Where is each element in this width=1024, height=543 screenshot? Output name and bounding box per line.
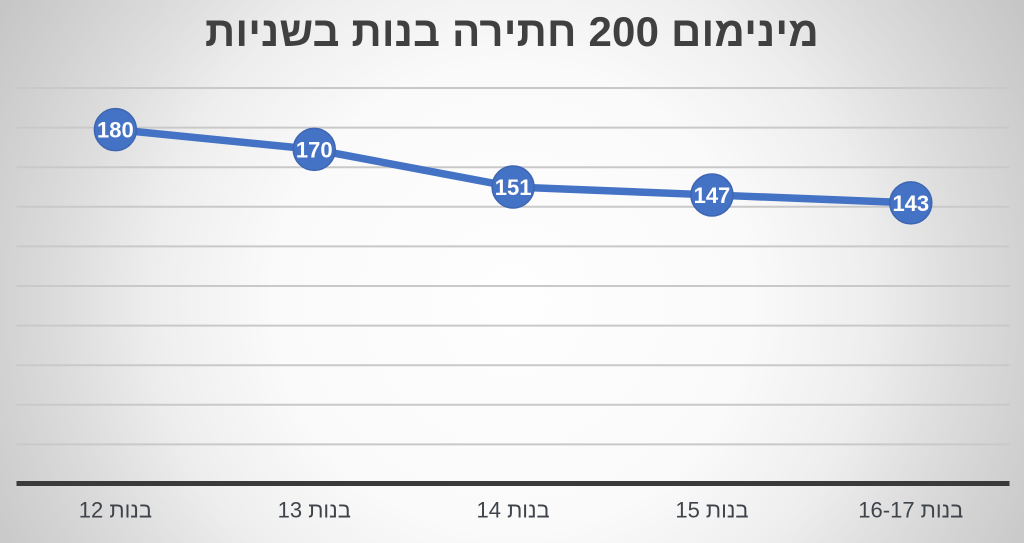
x-axis-category-label: בנות 14: [476, 498, 549, 523]
x-axis-category-labels: בנות 12 בנות 13 בנות 14 בנות 15 בנות 16-17: [79, 498, 964, 523]
data-point-label: 151: [495, 175, 532, 200]
data-point-marker: [690, 173, 734, 217]
data-point-label: 147: [694, 183, 731, 208]
data-point-marker: [93, 107, 138, 152]
x-axis-category-label: בנות 15: [675, 498, 748, 523]
x-axis-category-label: בנות 16-17: [858, 498, 963, 523]
x-axis-category-label: בנות 12: [79, 498, 152, 523]
data-point-label: 143: [892, 191, 929, 216]
data-point-label: 170: [296, 137, 333, 162]
data-point-label: 180: [97, 118, 134, 143]
x-axis-category-label: בנות 13: [278, 498, 351, 523]
gridlines: [16, 87, 1010, 446]
series-markers: [93, 107, 933, 225]
data-point-marker: [889, 181, 933, 225]
data-point-marker: [292, 127, 336, 172]
data-labels: 180 170 151 147 143: [97, 118, 929, 216]
data-point-marker: [491, 165, 535, 209]
chart-title: מינימום 200 חתירה בנות בשניות: [205, 8, 819, 55]
